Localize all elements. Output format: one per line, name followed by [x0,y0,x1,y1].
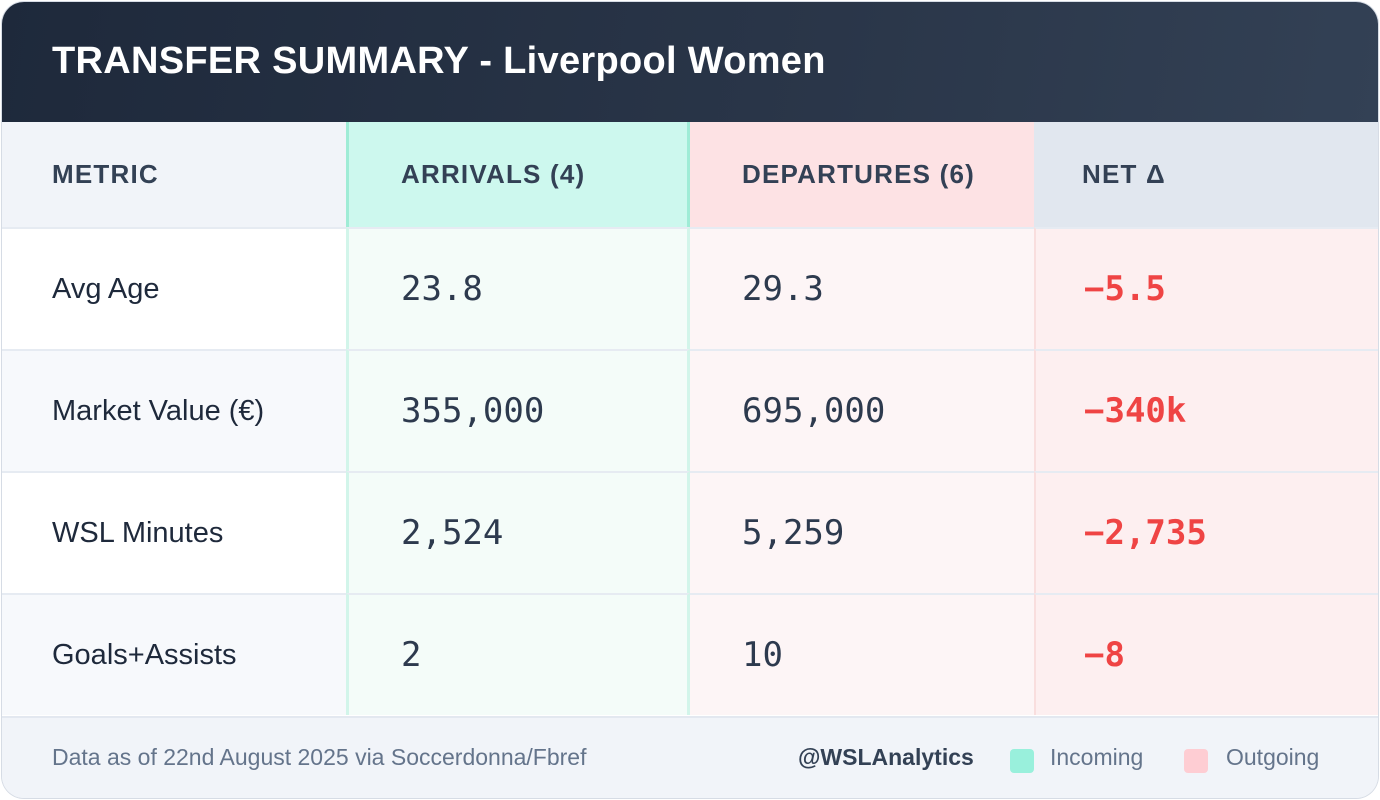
outgoing-legend-label: Outgoing [1226,744,1320,770]
outgoing-legend-swatch [1184,749,1208,773]
column-header-metric: METRIC [2,122,346,227]
data-source-note: Data as of 22nd August 2025 via Soccerdo… [52,744,587,770]
column-header-arrivals: ARRIVALS (4) [346,122,690,227]
metric-label: WSL Minutes [2,471,346,593]
column-header-departures: DEPARTURES (6) [690,122,1034,227]
net-delta-value: −5.5 [1034,227,1378,349]
metric-label: Goals+Assists [2,593,346,715]
incoming-legend-swatch [1010,749,1034,773]
net-delta-value: −2,735 [1034,471,1378,593]
card-header: TRANSFER SUMMARY - Liverpool Women [2,2,1378,122]
departures-value: 5,259 [690,471,1034,593]
author-handle: @WSLAnalytics [798,744,974,770]
arrivals-value: 355,000 [346,349,690,471]
net-delta-value: −8 [1034,593,1378,715]
metric-label: Avg Age [2,227,346,349]
departures-value: 29.3 [690,227,1034,349]
departures-value: 695,000 [690,349,1034,471]
summary-table: METRIC ARRIVALS (4) DEPARTURES (6) NET Δ… [2,122,1378,716]
card-footer: Data as of 22nd August 2025 via Soccerdo… [2,716,1378,798]
metric-label: Market Value (€) [2,349,346,471]
arrivals-value: 2 [346,593,690,715]
arrivals-value: 2,524 [346,471,690,593]
incoming-legend-label: Incoming [1050,744,1144,770]
arrivals-value: 23.8 [346,227,690,349]
column-header-net: NET Δ [1034,122,1378,227]
page-title: TRANSFER SUMMARY - Liverpool Women [52,40,826,82]
departures-value: 10 [690,593,1034,715]
net-delta-value: −340k [1034,349,1378,471]
